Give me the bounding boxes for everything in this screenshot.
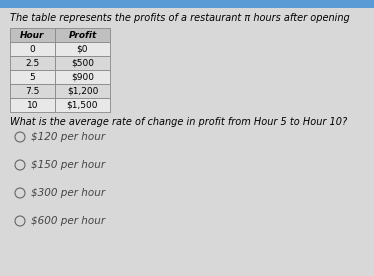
- Bar: [0, 0, 374, 8]
- Bar: [10, 42, 55, 56]
- Bar: [55, 56, 110, 70]
- Text: $300 per hour: $300 per hour: [31, 188, 105, 198]
- Text: 5: 5: [30, 73, 36, 81]
- Bar: [10, 98, 55, 112]
- Text: The table represents the profits of a restaurant π hours after opening: The table represents the profits of a re…: [10, 13, 350, 23]
- Text: $150 per hour: $150 per hour: [31, 160, 105, 170]
- Text: 10: 10: [27, 100, 38, 110]
- Text: What is the average rate of change in profit from Hour 5 to Hour 10?: What is the average rate of change in pr…: [10, 117, 347, 127]
- Text: $0: $0: [77, 44, 88, 54]
- Bar: [55, 70, 110, 84]
- Text: 0: 0: [30, 44, 36, 54]
- Text: Hour: Hour: [20, 31, 45, 39]
- Text: $1,200: $1,200: [67, 86, 98, 95]
- Bar: [10, 84, 55, 98]
- Bar: [55, 84, 110, 98]
- Text: $900: $900: [71, 73, 94, 81]
- Bar: [55, 42, 110, 56]
- Text: Profit: Profit: [68, 31, 96, 39]
- Bar: [55, 28, 110, 42]
- Text: $120 per hour: $120 per hour: [31, 132, 105, 142]
- Bar: [10, 28, 55, 42]
- Bar: [10, 56, 55, 70]
- Text: 7.5: 7.5: [25, 86, 40, 95]
- Text: $1,500: $1,500: [67, 100, 98, 110]
- Bar: [55, 98, 110, 112]
- Text: $500: $500: [71, 59, 94, 68]
- Bar: [10, 70, 55, 84]
- Text: 2.5: 2.5: [25, 59, 40, 68]
- Text: $600 per hour: $600 per hour: [31, 216, 105, 226]
